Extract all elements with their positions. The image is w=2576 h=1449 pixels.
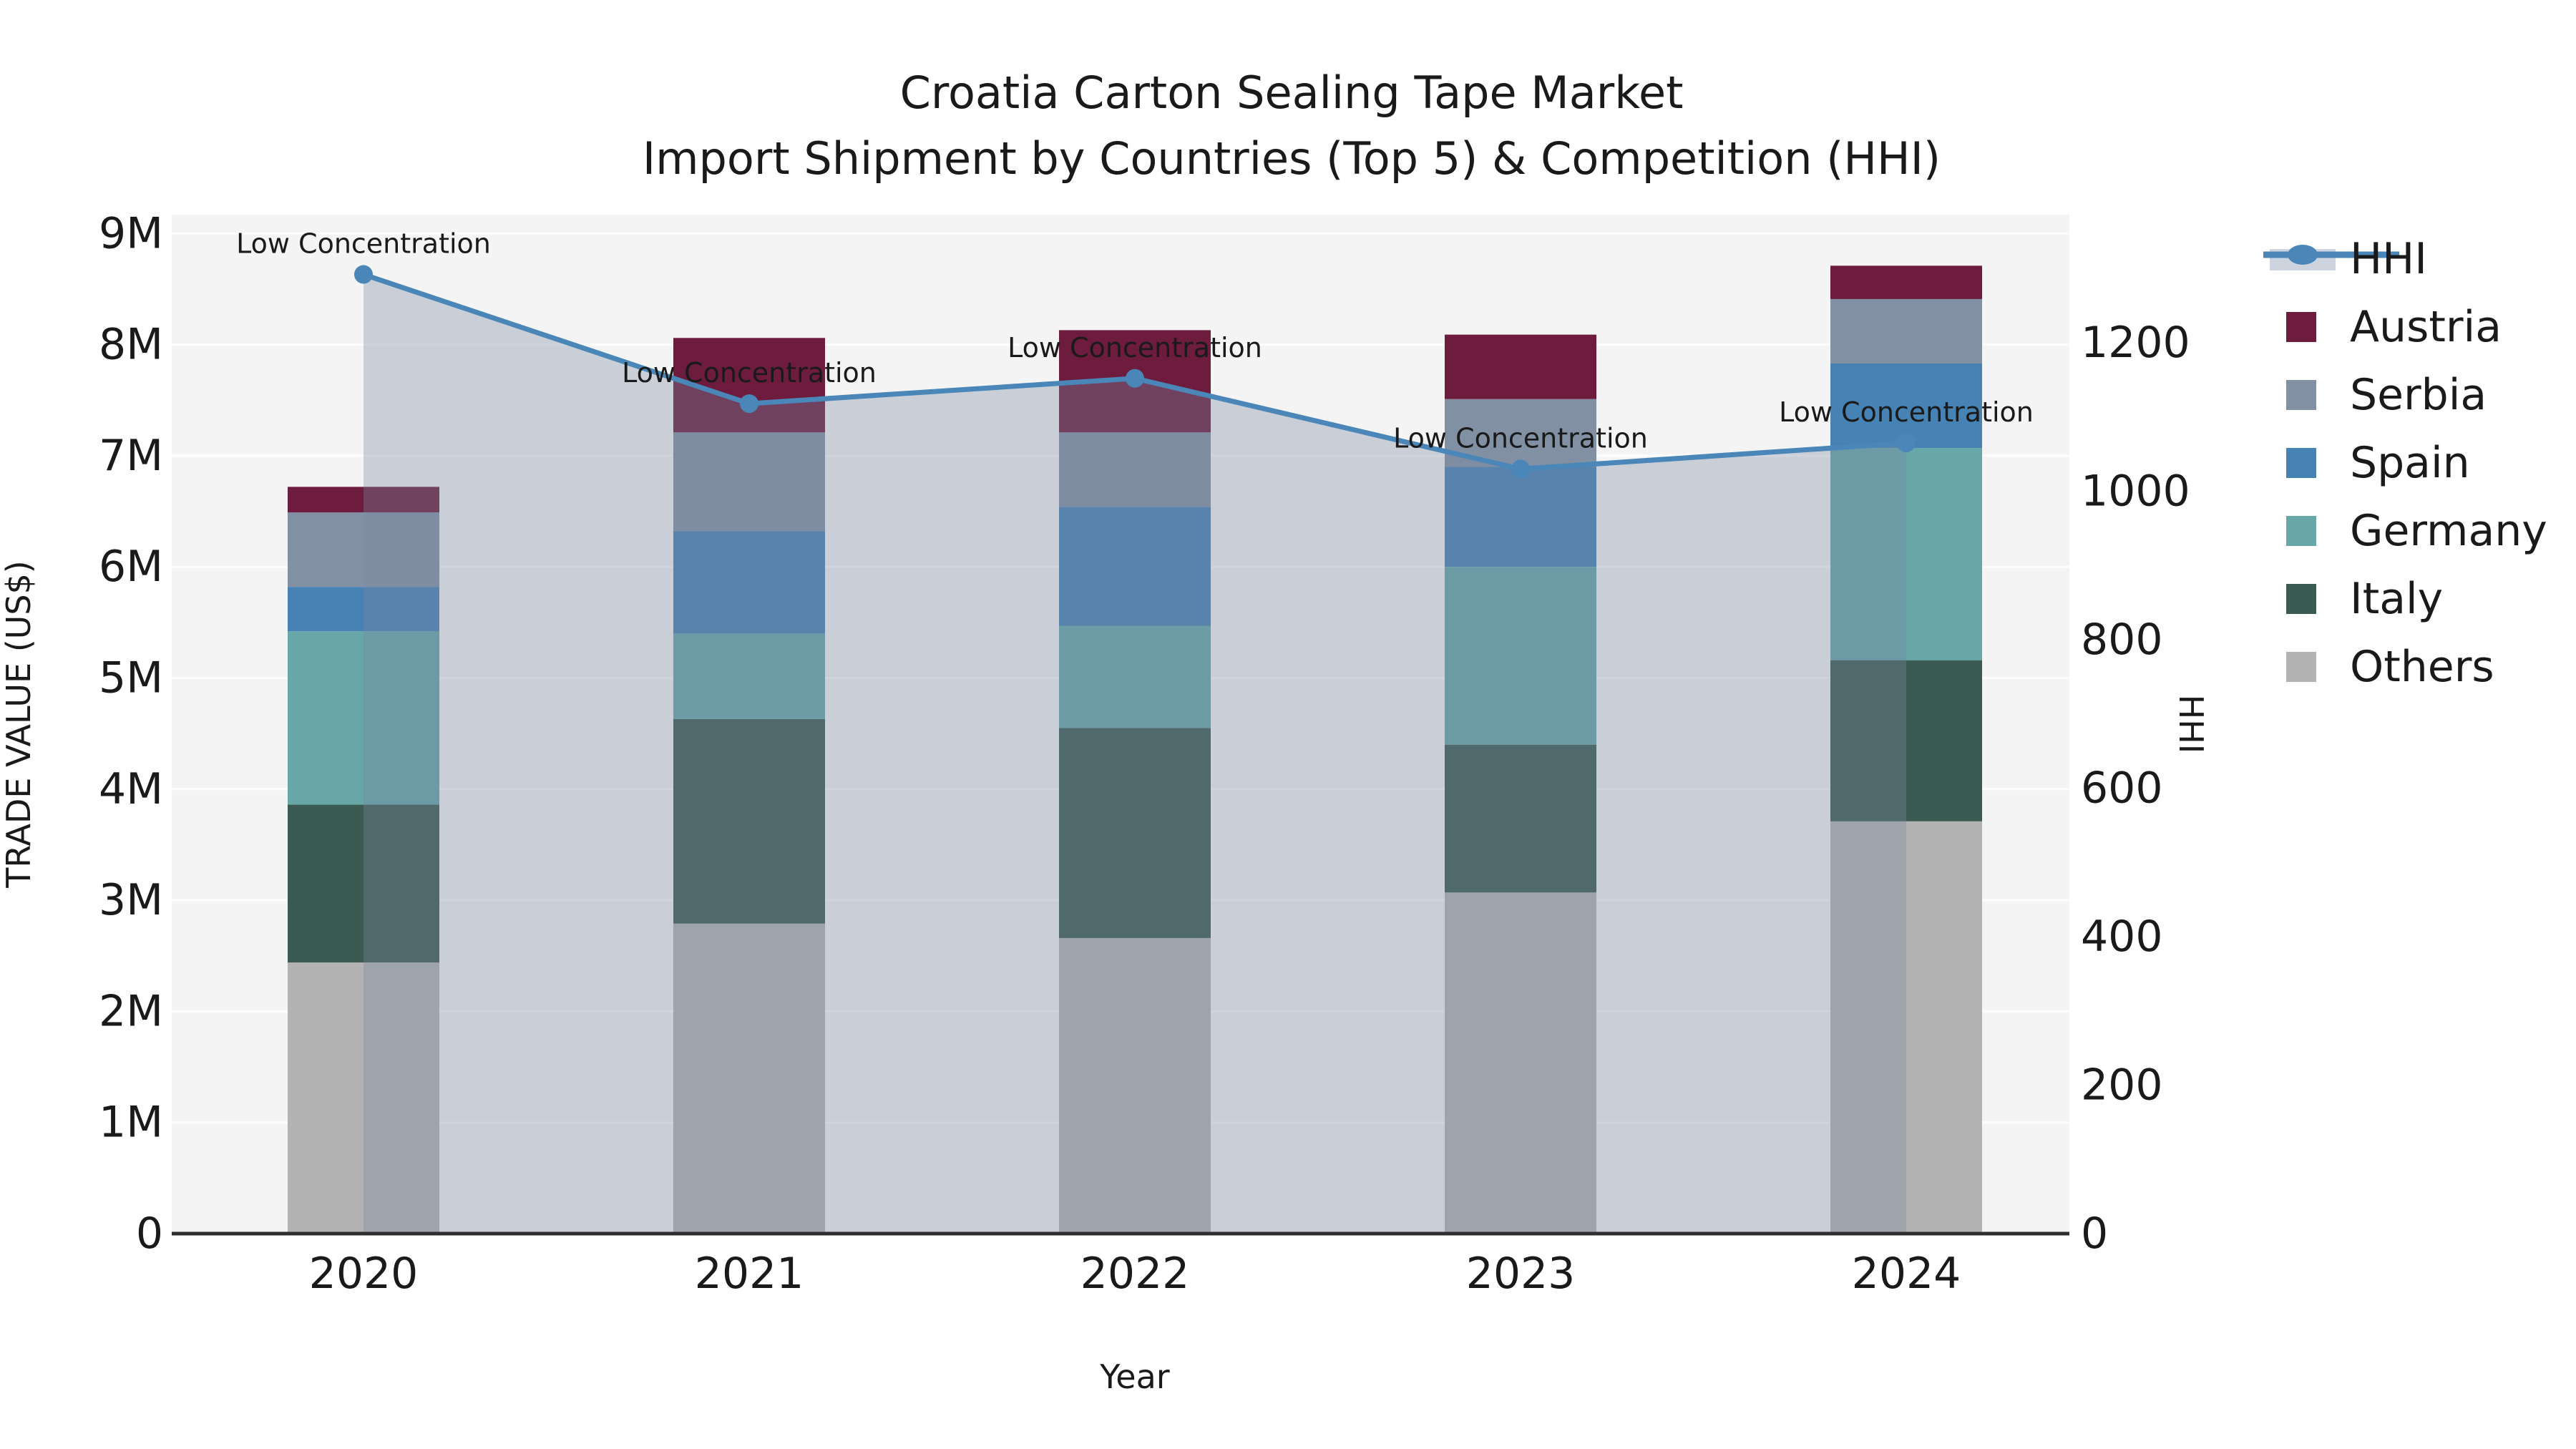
y-left-tick-8M: 8M [99, 320, 163, 370]
hhi-area-layer [364, 274, 1906, 1234]
y-right-axis-title: HHI [2172, 695, 2210, 754]
bar-segment-others-2023 [1445, 892, 1596, 1234]
bar-segment-serbia-2020 [288, 512, 439, 587]
legend-label-serbia: Serbia [2350, 370, 2487, 420]
others-swatch [2286, 652, 2316, 682]
y-right-tick-0: 0 [2081, 1209, 2108, 1259]
hhi-point-2024 [1897, 434, 1916, 453]
annotation-low-concentration-2024: Low Concentration [1779, 396, 2034, 428]
legend-item-serbia: Serbia [2286, 370, 2487, 420]
bar-segment-austria-2024 [1830, 265, 1982, 299]
bar-segment-austria-2020 [288, 487, 439, 513]
bar-segment-others-2022 [1059, 937, 1211, 1234]
x-tick-2024: 2024 [1852, 1249, 1961, 1299]
y-left-tick-1M: 1M [99, 1098, 163, 1148]
annotation-low-concentration-2020: Low Concentration [236, 228, 491, 260]
x-tick-2022: 2022 [1080, 1249, 1190, 1299]
legend: HHI Austria Serbia Spain Germany Italy O… [2263, 234, 2547, 692]
bar-segment-spain-2023 [1445, 467, 1596, 567]
tick-labels-layer: 0 1M 2M 3M 4M 5M 6M 7M 8M 9M 0 200 400 600 800 1000 1200… [99, 208, 2190, 1299]
spain-swatch [2286, 448, 2316, 478]
y-right-tick-1000: 1000 [2081, 467, 2190, 517]
legend-item-others: Others [2286, 642, 2494, 692]
hhi-point-2022 [1126, 369, 1144, 388]
legend-item-hhi: HHI [2263, 234, 2427, 284]
y-left-tick-6M: 6M [99, 542, 163, 592]
legend-item-germany: Germany [2286, 506, 2547, 556]
y-left-tick-9M: 9M [99, 208, 163, 258]
x-tick-2020: 2020 [309, 1249, 419, 1299]
chart-title-line1: Croatia Carton Sealing Tape Market [900, 67, 1684, 119]
bar-segment-germany-2023 [1445, 567, 1596, 745]
annotation-low-concentration-2023: Low Concentration [1393, 422, 1648, 454]
bar-segment-germany-2021 [673, 633, 825, 719]
hhi-area-fill [364, 274, 1906, 1234]
y-right-tick-400: 400 [2081, 912, 2163, 962]
x-tick-2021: 2021 [695, 1249, 804, 1299]
hhi-point-2021 [740, 394, 758, 414]
legend-label-germany: Germany [2350, 506, 2547, 556]
y-left-tick-5M: 5M [99, 653, 163, 703]
y-right-tick-800: 800 [2081, 615, 2163, 665]
y-left-tick-2M: 2M [99, 986, 163, 1036]
legend-item-austria: Austria [2286, 302, 2502, 352]
bar-segment-italy-2022 [1059, 728, 1211, 938]
y-right-tick-200: 200 [2081, 1060, 2163, 1111]
hhi-point-2020 [354, 265, 373, 284]
y-right-tick-1200: 1200 [2081, 318, 2190, 368]
x-axis-title: Year [1099, 1357, 1169, 1396]
hhi-line-layer [354, 265, 1916, 479]
hhi-marker-swatch [2288, 245, 2318, 265]
bar-segment-serbia-2022 [1059, 432, 1211, 507]
y-right-tick-600: 600 [2081, 763, 2163, 814]
chart-title-line2: Import Shipment by Countries (Top 5) & C… [643, 132, 1941, 185]
legend-label-hhi: HHI [2350, 234, 2427, 284]
stacked-bars-layer [288, 265, 1982, 1234]
y-left-tick-4M: 4M [99, 764, 163, 814]
bar-segment-spain-2020 [288, 587, 439, 632]
legend-item-italy: Italy [2286, 574, 2443, 624]
bar-segment-serbia-2021 [673, 432, 825, 532]
bar-segment-germany-2024 [1830, 448, 1982, 660]
annotation-low-concentration-2021: Low Concentration [622, 357, 877, 389]
bar-segment-others-2024 [1830, 821, 1982, 1234]
annotations-layer: Low Concentration Low Concentration Low Co… [236, 228, 2034, 454]
bar-segment-others-2020 [288, 962, 439, 1234]
bar-segment-italy-2021 [673, 718, 825, 924]
bar-segment-italy-2024 [1830, 660, 1982, 821]
austria-swatch [2286, 312, 2316, 342]
bar-segment-italy-2023 [1445, 744, 1596, 893]
bar-segment-spain-2021 [673, 531, 825, 634]
annotation-low-concentration-2022: Low Concentration [1008, 332, 1262, 364]
legend-label-austria: Austria [2350, 302, 2502, 352]
bar-segment-germany-2022 [1059, 625, 1211, 728]
bar-segment-others-2021 [673, 923, 825, 1234]
bar-segment-germany-2020 [288, 631, 439, 805]
bar-segment-italy-2020 [288, 804, 439, 963]
bar-segment-austria-2023 [1445, 334, 1596, 399]
italy-swatch [2286, 584, 2316, 614]
x-tick-2023: 2023 [1466, 1249, 1576, 1299]
bar-segment-serbia-2024 [1830, 298, 1982, 364]
hhi-point-2023 [1511, 459, 1530, 479]
legend-label-others: Others [2350, 642, 2494, 692]
legend-item-spain: Spain [2286, 438, 2470, 488]
y-left-axis-title: TRADE VALUE (US$) [0, 560, 38, 888]
y-left-tick-0: 0 [136, 1209, 163, 1259]
bar-segment-spain-2022 [1059, 507, 1211, 626]
y-left-tick-7M: 7M [99, 431, 163, 481]
legend-label-spain: Spain [2350, 438, 2470, 488]
y-left-tick-3M: 3M [99, 875, 163, 925]
legend-label-italy: Italy [2350, 574, 2443, 624]
serbia-swatch [2286, 380, 2316, 410]
germany-swatch [2286, 516, 2316, 546]
